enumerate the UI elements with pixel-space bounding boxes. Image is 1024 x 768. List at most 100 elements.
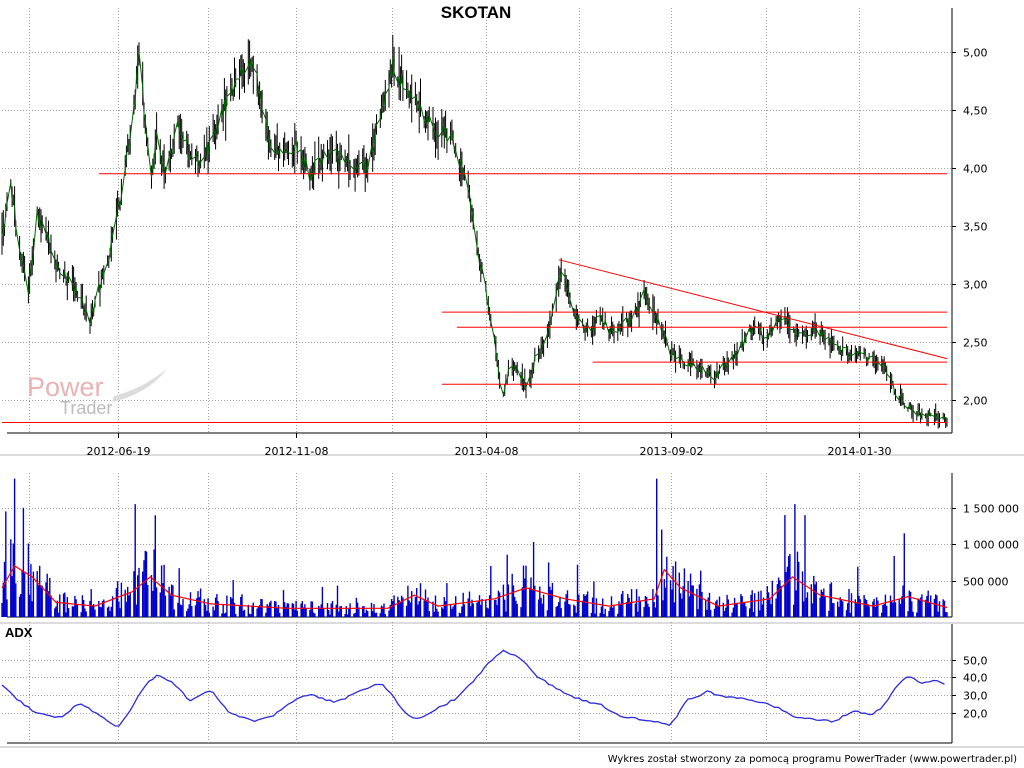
volume-bar: [434, 595, 437, 617]
adx-axis-tick-label: 20,0: [963, 708, 988, 721]
volume-bar: [892, 602, 894, 617]
volume-bar: [54, 608, 56, 617]
volume-bar: [222, 604, 224, 617]
volume-bar: [874, 606, 877, 617]
volume-bar: [446, 583, 448, 617]
volume-bar: [402, 597, 404, 617]
volume-bar: [94, 609, 96, 617]
volume-bar: [901, 596, 903, 617]
volume-bar: [115, 588, 118, 617]
volume-bar: [757, 591, 760, 617]
x-tick-label: 2014-01-30: [828, 445, 892, 458]
volume-bar: [558, 602, 560, 617]
volume-bar: [713, 608, 716, 617]
volume-bar: [881, 612, 883, 617]
volume-bar: [643, 606, 645, 617]
volume-bar: [829, 583, 831, 617]
volume-bar: [485, 599, 487, 617]
volume-bar: [358, 607, 360, 617]
volume-bar: [762, 597, 765, 617]
volume-bar: [752, 611, 755, 617]
volume-bar: [854, 599, 856, 617]
volume-bar: [326, 603, 329, 617]
price-close-line: [1, 52, 948, 424]
volume-bar: [689, 573, 692, 617]
volume-bar: [142, 571, 144, 617]
volume-bar: [678, 572, 680, 617]
volume-bar: [3, 561, 6, 617]
volume-bar: [590, 612, 593, 617]
volume-bar: [936, 595, 938, 617]
volume-bar: [744, 602, 746, 617]
volume-bar: [480, 604, 482, 617]
volume-bar: [455, 596, 457, 617]
volume-bar: [555, 606, 557, 617]
volume-bar: [106, 607, 109, 617]
volume-bar: [331, 601, 334, 617]
volume-bar: [32, 571, 35, 617]
volume-bar: [41, 585, 43, 617]
volume-bar: [627, 593, 629, 617]
volume-bar: [28, 594, 31, 617]
volume-bar: [153, 549, 155, 617]
volume-bar: [36, 571, 38, 617]
volume-bar: [427, 597, 429, 617]
volume-bar: [230, 597, 232, 617]
volume-bar: [619, 603, 621, 617]
x-tick-label: 2012-11-08: [265, 445, 329, 458]
volume-bar: [84, 608, 86, 617]
volume-bar: [188, 604, 190, 617]
volume-bar: [602, 598, 604, 617]
volume-bar: [831, 603, 834, 617]
volume-bar: [540, 597, 542, 617]
volume-bar: [370, 602, 373, 617]
volume-bar: [383, 603, 385, 617]
volume-bar: [103, 599, 105, 617]
volume-bar: [365, 609, 368, 617]
volume-bar: [294, 609, 296, 617]
volume-bar: [504, 599, 506, 617]
volume-bar: [349, 603, 351, 617]
volume-bar: [388, 610, 390, 617]
volume-bar: [393, 595, 395, 617]
volume-bar: [867, 604, 869, 617]
volume-bar: [330, 603, 332, 617]
volume-bar: [696, 588, 698, 617]
volume-bar: [549, 586, 551, 617]
volume-bar: [804, 515, 806, 617]
volume-bar: [715, 601, 717, 617]
volume-bar: [451, 608, 453, 617]
volume-bar: [181, 605, 183, 617]
price-axis-tick-label: 3,00: [963, 279, 988, 292]
volume-bar: [855, 603, 858, 617]
volume-bar: [653, 602, 655, 617]
volume-bar: [472, 603, 474, 617]
volume-bar: [706, 609, 708, 617]
price-axis-tick-label: 5,00: [963, 47, 988, 60]
volume-bar: [637, 611, 639, 617]
volume-bar: [522, 565, 525, 617]
x-tick-label: 2013-04-08: [455, 445, 519, 458]
volume-bar: [221, 613, 223, 617]
volume-bar: [251, 605, 253, 617]
volume-bar: [321, 586, 324, 617]
volume-bar: [546, 610, 549, 617]
volume-bar: [1, 602, 3, 617]
volume-bar: [150, 575, 153, 617]
volume-bar: [285, 606, 287, 617]
volume-bar: [478, 595, 481, 617]
volume-bar: [276, 607, 278, 617]
volume-bar: [857, 566, 859, 617]
volume-bar: [59, 594, 61, 617]
volume-bar: [664, 587, 667, 617]
volume-bar: [226, 595, 228, 617]
volume-bar: [279, 612, 281, 617]
volume-bar: [603, 614, 605, 617]
volume-bar: [560, 608, 562, 617]
volume-bar: [129, 592, 131, 617]
volume-bar: [238, 606, 241, 617]
volume-bar: [828, 610, 830, 617]
volume-bar: [305, 608, 307, 617]
volume-bar: [578, 594, 580, 617]
